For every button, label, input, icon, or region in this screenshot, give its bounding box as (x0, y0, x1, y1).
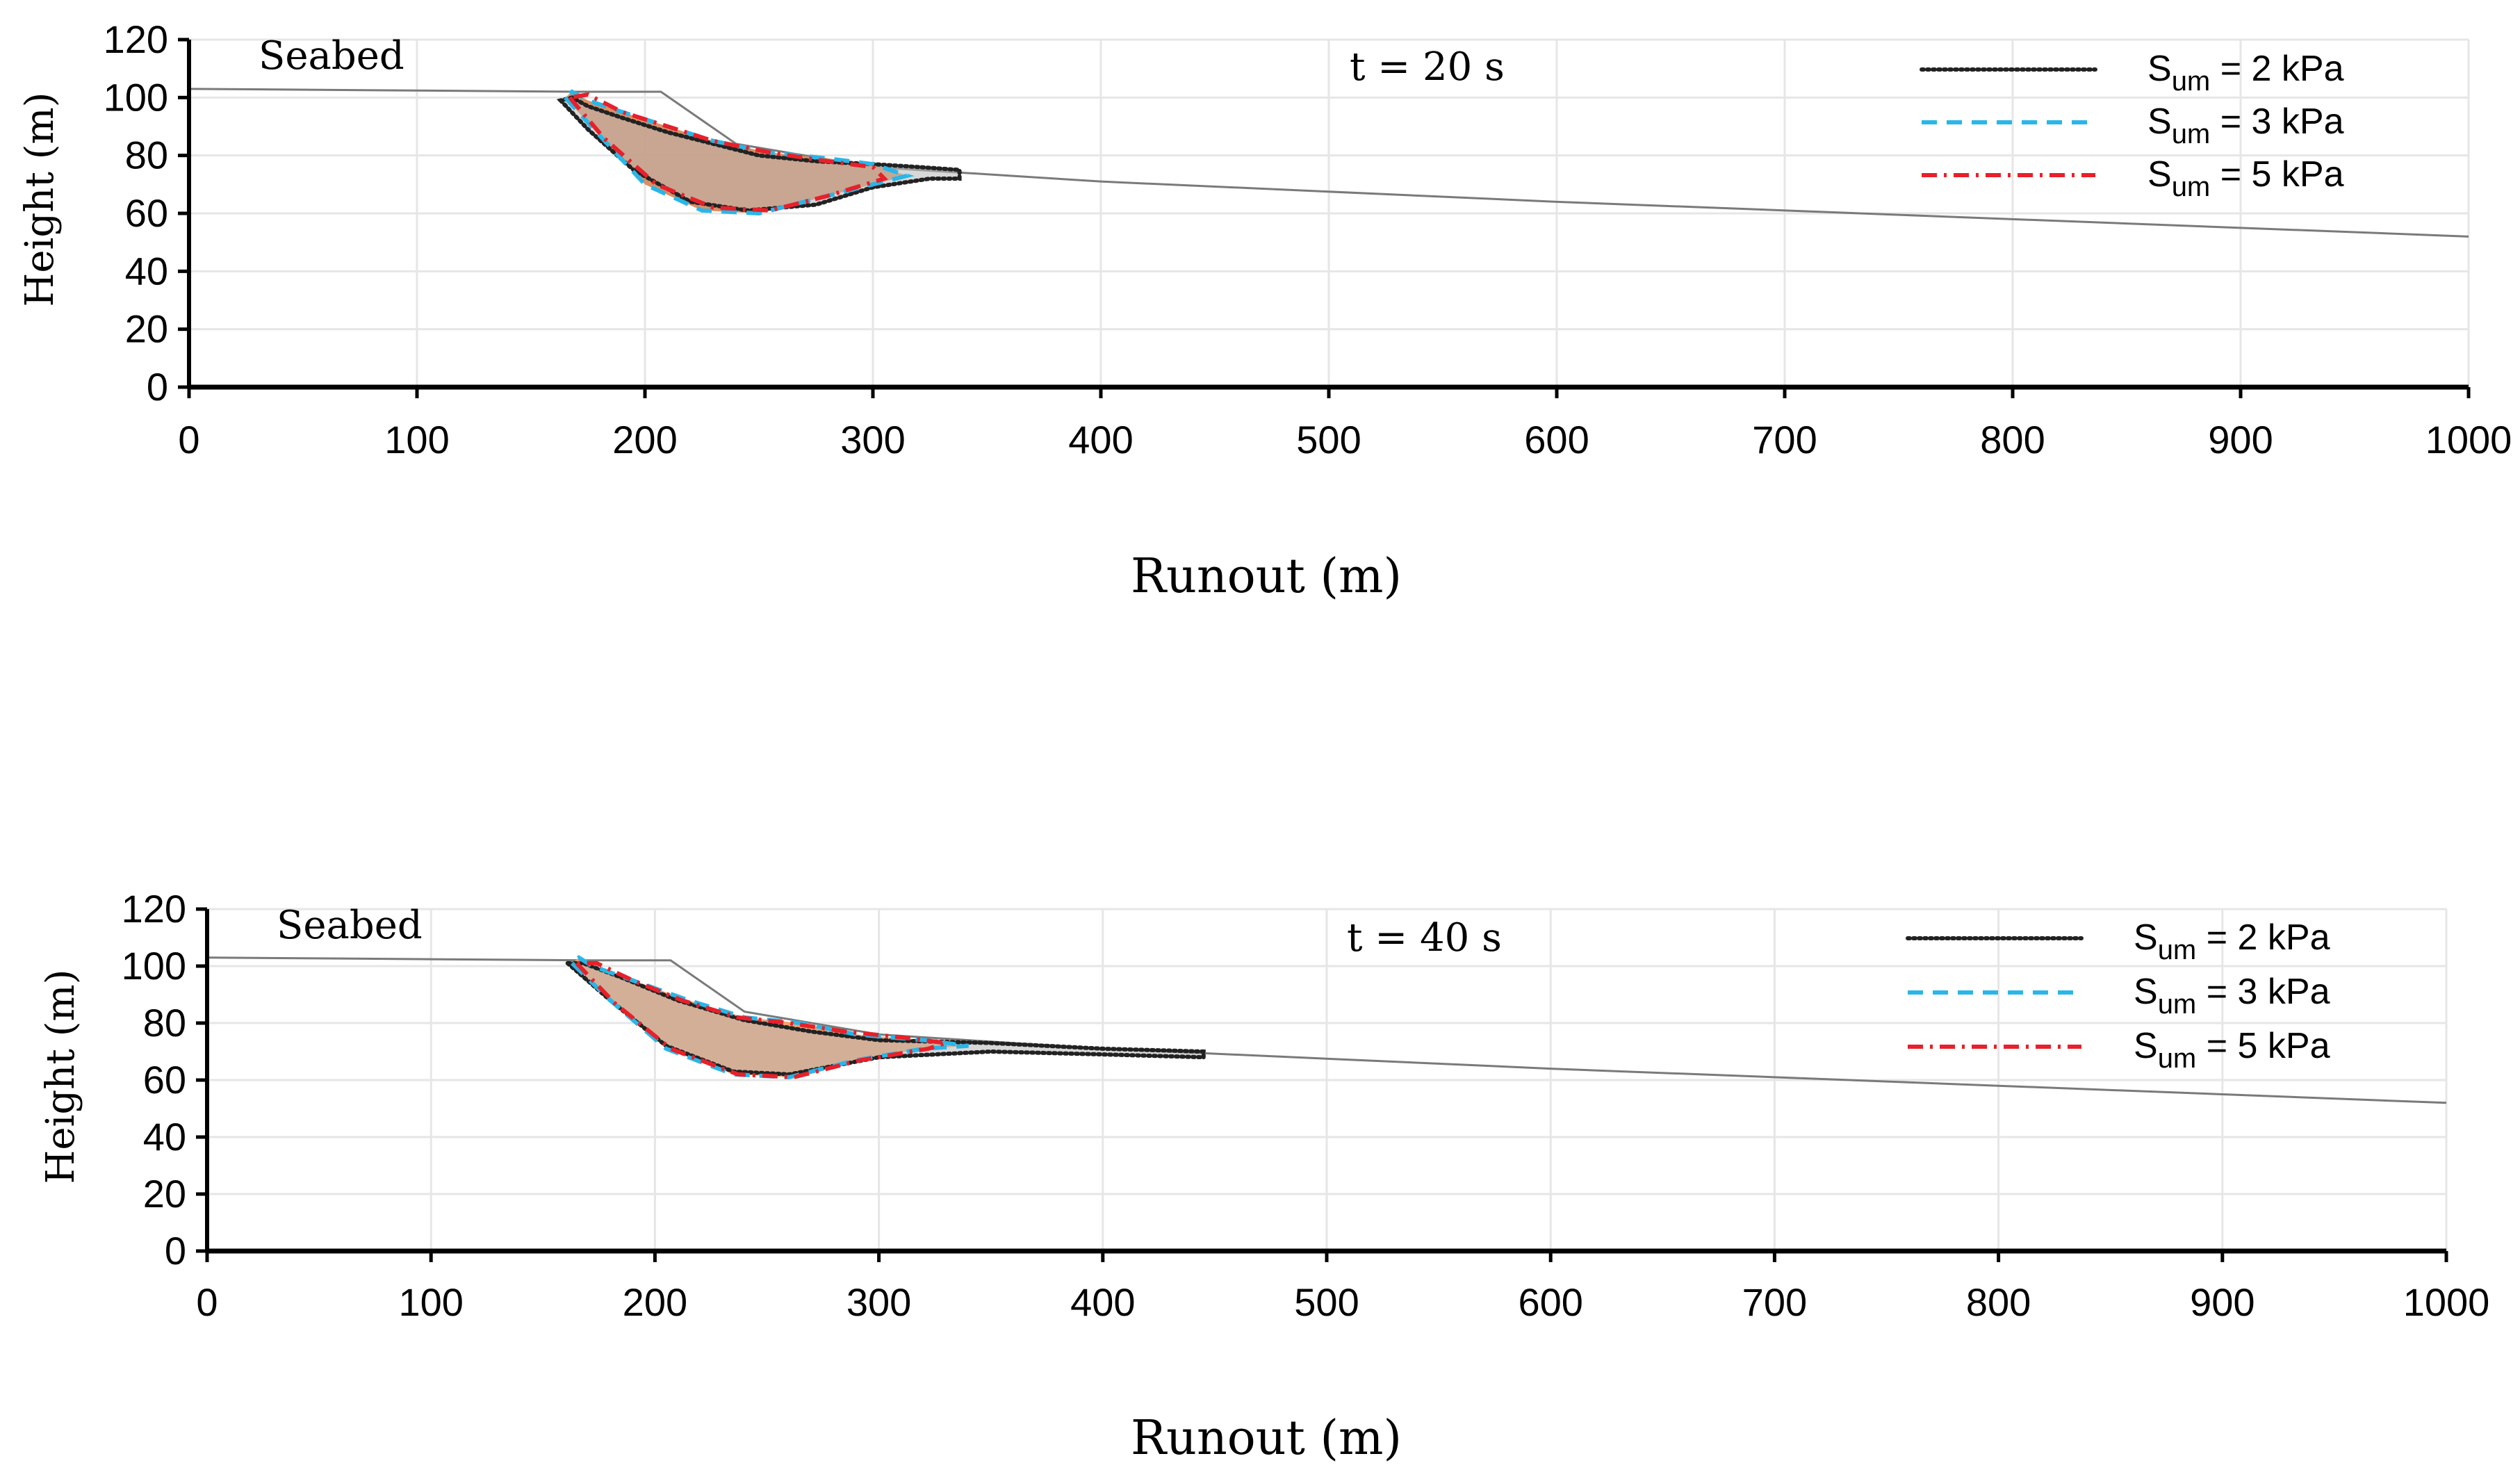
x-tick-label: 500 (1294, 1280, 1359, 1324)
axes-top (178, 38, 2471, 398)
runout-tail-fill (560, 97, 960, 211)
tick-labels-bottom: 0 100 200 300 400 500 600 700 800 900 1000 0 20 40 60 8… (122, 887, 2490, 1324)
series-outline-5-kPa (571, 961, 947, 1079)
x-tick-label: 800 (1966, 1280, 2031, 1324)
y-tick-label: 80 (143, 1001, 186, 1045)
y-tick-label: 20 (125, 307, 168, 351)
x-tick-label: 800 (1980, 418, 2045, 461)
chart-bottom: 0 100 200 300 400 500 600 700 800 900 1000 0 20 40 60 8… (38, 887, 2489, 1466)
y-tick-label: 20 (143, 1172, 186, 1216)
legend-label-part: um (2172, 66, 2211, 97)
series-group-top (556, 89, 962, 216)
x-tick-label: 200 (623, 1280, 687, 1324)
x-tick-label: 300 (840, 418, 905, 461)
x-axis-label: Runout (m) (1131, 549, 1402, 604)
slide-mass-fill-bottom (567, 957, 1204, 1077)
x-tick-label: 400 (1070, 1280, 1135, 1324)
x-tick-label: 300 (846, 1280, 911, 1324)
y-tick-label: 100 (104, 75, 168, 119)
x-tick-label: 100 (398, 1280, 463, 1324)
y-tick-label: 40 (125, 249, 168, 293)
legend-label-part: S (2147, 101, 2172, 142)
x-tick-label: 500 (1296, 418, 1361, 461)
legend-label-part: um (2158, 989, 2197, 1020)
x-tick-label: 0 (178, 418, 199, 461)
x-tick-label: 700 (1742, 1280, 1807, 1324)
x-tick-label: 900 (2190, 1280, 2255, 1324)
series-outline-3-kPa (562, 89, 915, 216)
y-tick-label: 0 (147, 365, 168, 409)
x-tick-label: 900 (2208, 418, 2273, 461)
legend-label-part: um (2158, 1043, 2197, 1074)
legend-label-part: S (2134, 1026, 2158, 1066)
y-tick-label: 40 (143, 1115, 186, 1159)
legend-label: Sum = 3 kPa (2134, 972, 2330, 1020)
x-tick-label: 0 (196, 1280, 218, 1324)
legend-label-part: = 2 kPa (2196, 917, 2330, 958)
x-tick-label: 100 (384, 418, 449, 461)
legend-label-part: um (2172, 172, 2211, 202)
legend-label: Sum = 2 kPa (2134, 917, 2330, 965)
x-tick-label: 600 (1518, 1280, 1582, 1324)
x-tick-label: 700 (1752, 418, 1817, 461)
y-tick-label: 60 (125, 191, 168, 235)
y-axis-label: Height (m) (17, 92, 63, 307)
y-tick-label: 60 (143, 1058, 186, 1102)
legend-label: Sum = 5 kPa (2147, 154, 2344, 202)
x-tick-label: 600 (1524, 418, 1589, 461)
seabed-label: Seabed (259, 33, 404, 79)
legend-label: Sum = 5 kPa (2134, 1026, 2330, 1074)
legend-label-part: S (2147, 154, 2172, 195)
seabed-label: Seabed (277, 903, 423, 948)
series-outline-3-kPa (568, 954, 969, 1079)
x-tick-label: 1000 (2403, 1280, 2490, 1324)
tick-labels-top: 0 100 200 300 400 500 600 700 800 900 1000 0 20 40 60 8… (104, 17, 2512, 461)
time-label: t = 40 s (1347, 915, 1502, 961)
x-tick-label: 1000 (2425, 418, 2512, 461)
y-tick-label: 120 (122, 887, 186, 931)
series-group-bottom (562, 954, 1206, 1079)
x-axis-label: Runout (m) (1131, 1411, 1402, 1466)
y-tick-label: 100 (122, 944, 186, 988)
x-tick-label: 400 (1068, 418, 1133, 461)
legend-label-part: S (2134, 972, 2158, 1012)
grid-bottom (207, 908, 2448, 1251)
y-tick-label: 80 (125, 133, 168, 177)
legend-label-part: S (2147, 49, 2172, 89)
legend-label-part: um (2158, 935, 2197, 965)
legend-label-part: = 3 kPa (2196, 972, 2330, 1012)
legend-label-part: = 5 kPa (2196, 1026, 2330, 1066)
y-tick-label: 120 (104, 17, 168, 61)
legend-label-part: S (2134, 917, 2158, 958)
legend-label-part: = 2 kPa (2210, 49, 2343, 89)
y-axis-label: Height (m) (38, 970, 83, 1184)
series-outline-5-kPa (566, 92, 889, 213)
y-tick-label: 0 (165, 1229, 186, 1273)
chart-top: 0 100 200 300 400 500 600 700 800 900 1000 0 20 40 60 8… (17, 17, 2512, 604)
time-label: t = 20 s (1350, 44, 1505, 90)
legend-label-part: = 3 kPa (2210, 101, 2343, 142)
legend-label-part: um (2172, 119, 2211, 149)
axes-bottom (196, 907, 2448, 1262)
grid-top (189, 38, 2470, 387)
legend-label: Sum = 2 kPa (2147, 49, 2344, 97)
x-tick-label: 200 (612, 418, 677, 461)
legend-label: Sum = 3 kPa (2147, 101, 2344, 149)
legend-label-part: = 5 kPa (2210, 154, 2343, 195)
